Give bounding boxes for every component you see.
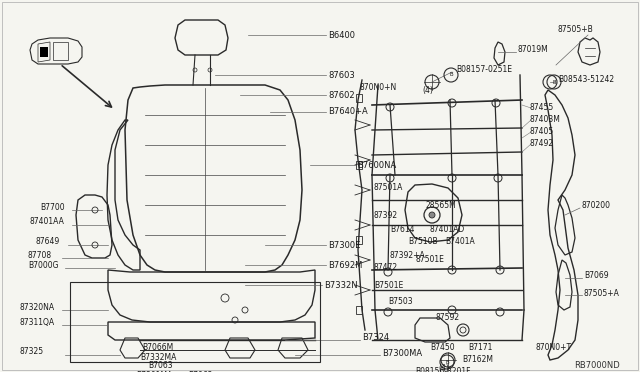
Text: B7692M: B7692M: [328, 260, 362, 269]
Text: 87019M: 87019M: [518, 45, 548, 55]
Text: B6400: B6400: [328, 31, 355, 39]
Text: B7614: B7614: [390, 225, 415, 234]
Text: B7300MA: B7300MA: [382, 349, 422, 357]
Text: 87708: 87708: [28, 250, 52, 260]
Text: B: B: [449, 73, 453, 77]
Text: B7062: B7062: [188, 371, 212, 372]
Text: RB7000ND: RB7000ND: [574, 360, 620, 369]
Text: B: B: [552, 80, 556, 84]
Text: 87392: 87392: [374, 211, 398, 219]
Text: 87501A: 87501A: [374, 183, 403, 192]
Text: 87320NA: 87320NA: [20, 302, 55, 311]
Text: B7162M: B7162M: [462, 356, 493, 365]
Text: B08157-0251E: B08157-0251E: [456, 65, 512, 74]
Text: B7300E: B7300E: [328, 241, 360, 250]
Text: 87403M: 87403M: [530, 115, 561, 125]
Text: 87505+A: 87505+A: [584, 289, 620, 298]
Text: B08156-8201F: B08156-8201F: [415, 368, 470, 372]
Text: 87603: 87603: [328, 71, 355, 80]
Text: B7600NA: B7600NA: [357, 160, 396, 170]
Text: 87501E: 87501E: [415, 256, 444, 264]
Text: 87602: 87602: [328, 90, 355, 99]
Text: 87401AA: 87401AA: [30, 218, 65, 227]
Text: B08543-51242: B08543-51242: [558, 76, 614, 84]
Text: B7069: B7069: [584, 272, 609, 280]
Text: B7640+A: B7640+A: [328, 108, 368, 116]
FancyBboxPatch shape: [40, 47, 48, 57]
Text: 870N0+N: 870N0+N: [360, 83, 397, 93]
Text: B7503: B7503: [388, 298, 413, 307]
Text: B7324: B7324: [362, 334, 389, 343]
Text: 870200: 870200: [582, 202, 611, 211]
Text: B7171: B7171: [468, 343, 492, 353]
Text: 87592: 87592: [435, 314, 459, 323]
Text: B7063: B7063: [148, 362, 173, 371]
Text: B7332MA: B7332MA: [140, 353, 177, 362]
Text: (4): (4): [438, 363, 449, 372]
Text: 87649: 87649: [35, 237, 60, 247]
Circle shape: [429, 212, 435, 218]
Text: 870N0+T: 870N0+T: [535, 343, 571, 353]
Text: 87325: 87325: [20, 347, 44, 356]
Text: B7000G: B7000G: [28, 260, 58, 269]
Text: 87455: 87455: [530, 103, 554, 112]
Text: B: B: [445, 359, 449, 365]
Text: B7066M: B7066M: [142, 343, 173, 353]
Text: B7301MA: B7301MA: [136, 371, 172, 372]
Text: 87392+A: 87392+A: [390, 250, 426, 260]
Text: B7700: B7700: [40, 202, 65, 212]
Text: (4): (4): [422, 86, 433, 94]
Text: B7450: B7450: [430, 343, 454, 353]
Text: B7501E: B7501E: [374, 280, 403, 289]
Text: 87472: 87472: [374, 263, 398, 273]
Text: 87505+B: 87505+B: [558, 26, 594, 35]
Text: 87311QA: 87311QA: [20, 317, 55, 327]
Text: 87405: 87405: [530, 128, 554, 137]
Text: B7510B: B7510B: [408, 237, 438, 247]
Text: B7401A: B7401A: [445, 237, 475, 247]
Text: 87492: 87492: [530, 140, 554, 148]
Text: 28565M: 28565M: [425, 201, 456, 209]
Text: B7332N: B7332N: [324, 280, 358, 289]
Text: 87401AD: 87401AD: [430, 225, 465, 234]
